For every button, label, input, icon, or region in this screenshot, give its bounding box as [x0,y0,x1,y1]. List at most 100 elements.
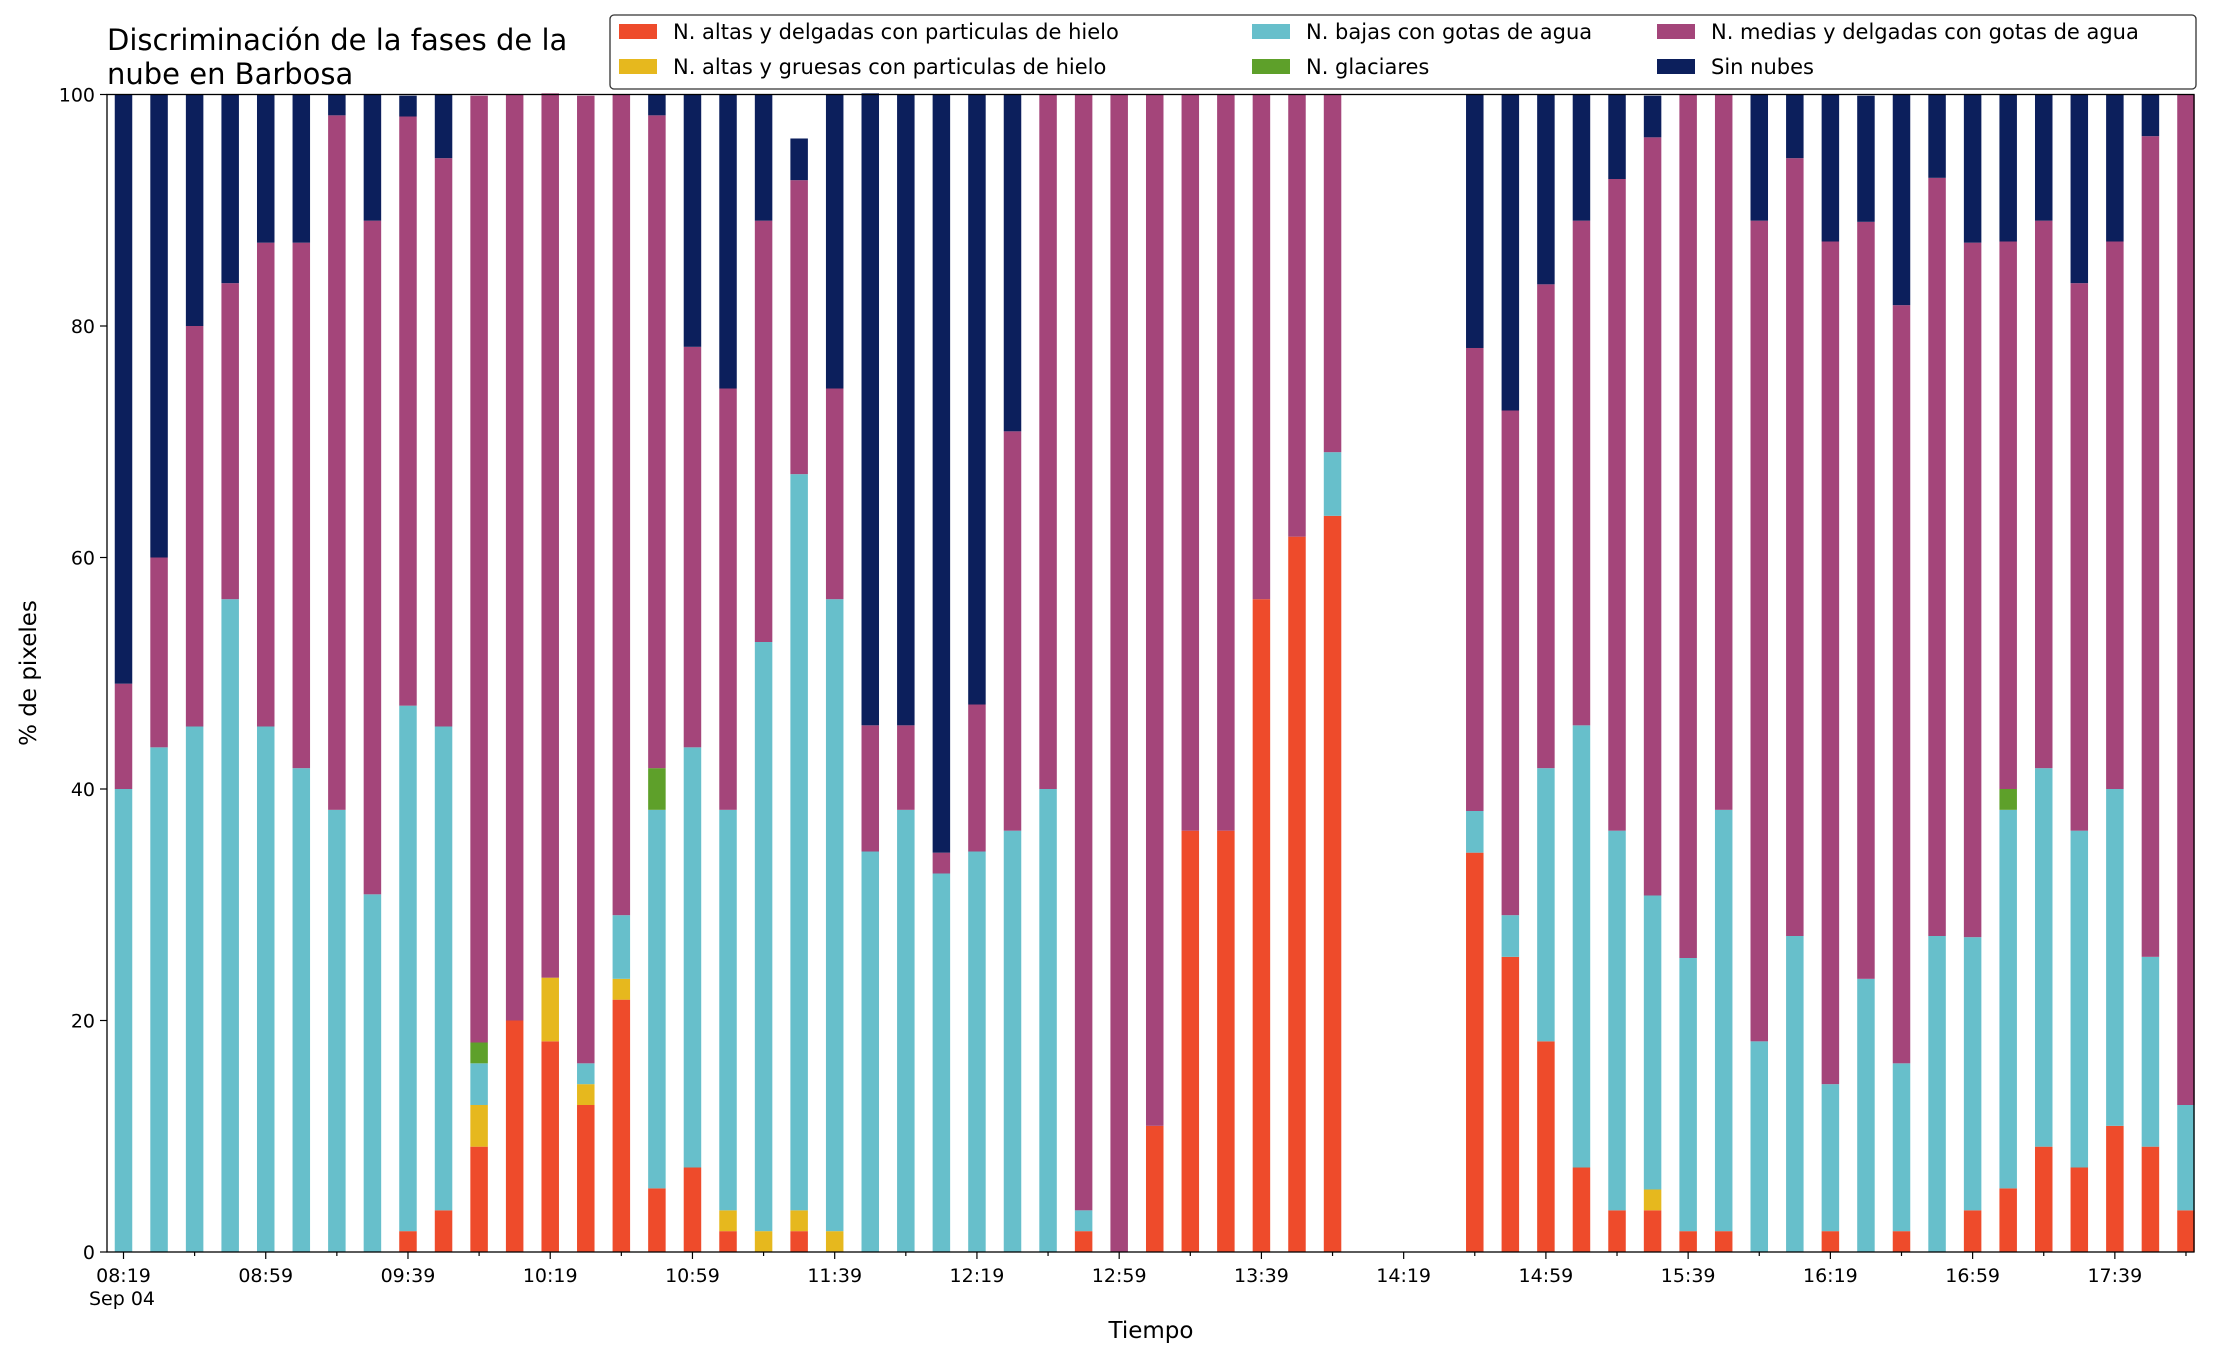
bar-segment-series4-bar29 [1145,94,1164,1126]
bar-segment-series2-bar48 [1821,1084,1840,1232]
bar-segment-series4-bar53 [1999,241,2017,789]
chart-title-line-2: nube en Barbosa [107,57,353,91]
bar-segment-series5-bar16 [683,94,702,347]
legend-label-series0: N. altas y delgadas con particulas de hi… [673,20,1119,44]
legend: N. altas y delgadas con particulas de hi… [609,14,2197,90]
legend-frame [609,14,2197,90]
bar-segment-series2-bar14 [612,915,631,979]
y-tick-label: 60 [71,548,95,570]
bar-segment-series2-bar20 [825,599,844,1232]
bar-segment-series5-bar17 [719,94,737,389]
legend-label-series2: N. bajas con gotas de agua [1306,20,1592,44]
bar-segment-series1-bar17 [719,1210,737,1232]
bar-segment-series2-bar3 [221,599,239,1252]
legend-swatch-series2 [1252,24,1290,39]
y-tick-label: 20 [71,1011,95,1033]
x-tick-label: 08:19 [96,1265,151,1287]
bar-segment-series5-bar55 [2070,94,2089,284]
bar-segment-series5-bar7 [363,94,382,221]
bars-group [114,93,2195,1252]
bar-segment-series0-bar33 [1288,536,1306,1252]
bar-segment-series5-bar50 [1892,94,1911,306]
legend-swatch-series0 [619,24,657,39]
bar-segment-series5-bar47 [1786,94,1804,159]
bar-segment-series2-bar17 [719,809,737,1211]
bar-segment-series4-bar26 [1039,94,1057,789]
y-axis-label: % de pixeles [16,600,42,746]
bar-segment-series0-bar45 [1714,1231,1733,1252]
y-axis-ticks: 0 20 40 60 80 100 [59,85,107,1264]
x-tick-label: 17:39 [2087,1265,2142,1287]
bar-segment-series5-bar54 [2034,94,2053,221]
bar-segment-series5-bar42 [1608,94,1626,179]
bar-segment-series4-bar40 [1537,284,1555,769]
bar-segment-series3-bar10 [470,1042,488,1064]
x-tick-label: 08:59 [238,1265,293,1287]
x-tick-label: 10:19 [523,1265,578,1287]
bar-segment-series4-bar20 [825,388,844,600]
bar-segment-series2-bar52 [1963,937,1982,1211]
bar-segment-series4-bar42 [1608,179,1626,831]
bar-segment-series3-bar53 [1999,789,2017,810]
bar-segment-series2-bar58 [2177,1105,2195,1211]
bar-segment-series5-bar20 [825,94,844,389]
bar-segment-series5-bar40 [1537,94,1555,285]
bar-segment-series4-bar47 [1786,158,1804,936]
bar-segment-series2-bar19 [790,474,808,1211]
bar-segment-series2-bar24 [968,851,986,1252]
bar-segment-series0-bar12 [541,1041,559,1252]
bar-segment-series2-bar56 [2106,789,2124,1126]
bar-segment-series0-bar43 [1643,1210,1662,1252]
bar-segment-series2-bar7 [363,894,382,1252]
y-tick-label: 0 [83,1242,95,1264]
bar-segment-series2-bar34 [1323,452,1342,516]
bar-segment-series0-bar58 [2177,1210,2195,1252]
bar-segment-series2-bar51 [1928,936,1946,1252]
bar-segment-series0-bar48 [1821,1231,1840,1252]
bar-segment-series5-bar3 [221,94,239,284]
bar-segment-series0-bar8 [399,1231,417,1252]
bar-segment-series1-bar20 [825,1231,844,1252]
bar-segment-series4-bar7 [363,220,382,895]
bar-segment-series4-bar52 [1963,242,1982,938]
bar-segment-series0-bar30 [1181,830,1200,1252]
bar-segment-series2-bar38 [1466,810,1484,853]
bar-segment-series0-bar38 [1466,852,1484,1252]
bar-segment-series5-bar39 [1501,94,1520,411]
bar-segment-series0-bar53 [1999,1188,2017,1252]
bar-segment-series0-bar34 [1323,515,1342,1252]
bar-segment-series4-bar32 [1252,94,1271,600]
x-tick-label: 10:59 [665,1265,720,1287]
bar-segment-series4-bar28 [1110,94,1128,1252]
bar-segment-series4-bar1 [150,557,168,748]
y-tick-label: 40 [71,779,95,801]
bar-segment-series0-bar15 [648,1188,666,1252]
bar-segment-series4-bar33 [1288,94,1306,537]
y-tick-label: 100 [59,85,95,107]
bar-segment-series4-bar13 [577,95,595,1064]
bar-segment-series0-bar11 [505,1020,524,1252]
bar-segment-series5-bar6 [328,94,346,116]
bar-segment-series5-bar4 [256,94,275,243]
bar-segment-series4-bar51 [1928,177,1946,937]
bar-segment-series2-bar26 [1039,789,1057,1252]
bar-segment-series5-bar38 [1466,94,1484,348]
bar-segment-series4-bar50 [1892,305,1911,1064]
bar-segment-series0-bar55 [2070,1167,2089,1252]
bar-segment-series0-bar17 [719,1231,737,1252]
x-axis-ticks: 08:19 08:59 09:39 10:19 10:59 11:39 12:19 12:59… [96,1252,2187,1287]
bar-segment-series2-bar25 [1003,830,1022,1252]
bar-segment-series4-bar34 [1323,94,1342,453]
bar-segment-series2-bar0 [114,789,133,1252]
bar-segment-series5-bar8 [399,95,417,117]
x-tick-label: 14:59 [1519,1265,1574,1287]
bar-segment-series2-bar23 [932,873,951,1252]
bar-segment-series2-bar15 [648,809,666,1189]
bar-segment-series2-bar41 [1572,725,1591,1168]
legend-label-series1: N. altas y gruesas con particulas de hie… [673,55,1106,79]
bar-segment-series2-bar44 [1679,958,1697,1232]
x-date-label: Sep 04 [89,1288,155,1310]
bar-segment-series1-bar13 [577,1084,595,1105]
x-tick-label: 11:39 [807,1265,862,1287]
bar-segment-series0-bar19 [790,1231,808,1252]
